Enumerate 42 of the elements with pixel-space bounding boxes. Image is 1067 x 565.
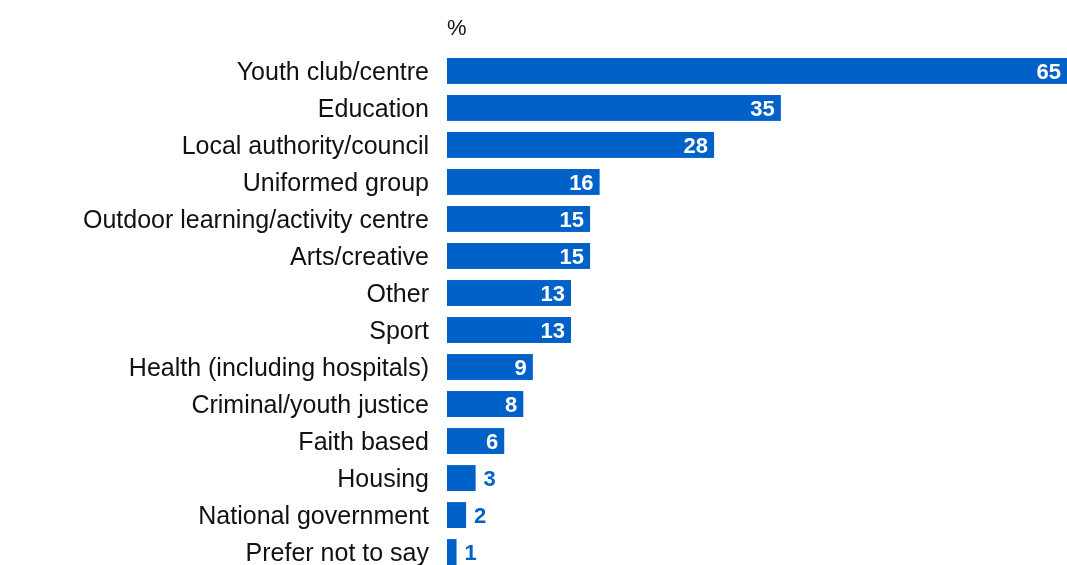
y-tick-label: Local authority/council: [181, 130, 429, 159]
data-label: 13: [540, 317, 565, 343]
bar: [447, 428, 505, 454]
bar: [447, 243, 591, 269]
bar: [447, 502, 467, 528]
bar: [447, 132, 715, 158]
data-label: 1: [464, 539, 477, 565]
data-label: 35: [750, 95, 775, 121]
data-label: 28: [683, 132, 709, 158]
data-label: 2: [474, 502, 487, 528]
y-tick-label: National government: [198, 501, 430, 530]
bar: [447, 280, 571, 306]
y-tick-label: Arts/creative: [290, 241, 429, 270]
y-tick-label: Sport: [369, 316, 430, 344]
y-tick-label: Outdoor learning/activity centre: [82, 204, 429, 233]
y-tick-label: Faith based: [298, 427, 429, 456]
y-tick-label: Health (including hospitals): [128, 353, 429, 382]
y-tick-label: Youth club/centre: [236, 56, 429, 85]
bar: [447, 391, 524, 417]
data-label: 13: [540, 280, 565, 306]
bar: [447, 317, 571, 343]
bar: [447, 354, 533, 380]
bar: [447, 206, 591, 232]
y-tick-label: Criminal/youth justice: [191, 390, 429, 419]
bar: [447, 58, 1067, 84]
data-label: 8: [505, 391, 518, 417]
bar: [447, 465, 476, 491]
bar: [447, 169, 600, 195]
y-tick-label: Housing: [337, 464, 429, 493]
bar: [447, 539, 457, 565]
data-label: 15: [559, 243, 585, 269]
data-label: 16: [569, 169, 594, 195]
x-axis-title: %: [447, 15, 467, 40]
y-tick-label: Uniformed group: [242, 167, 429, 196]
y-tick-label: Other: [366, 279, 429, 307]
y-tick-label: Education: [317, 93, 429, 122]
bar: [447, 95, 781, 121]
data-label: 65: [1036, 58, 1061, 84]
data-label: 15: [559, 206, 585, 232]
data-label: 3: [483, 465, 496, 491]
data-label: 9: [514, 354, 527, 380]
data-label: 6: [485, 428, 499, 454]
